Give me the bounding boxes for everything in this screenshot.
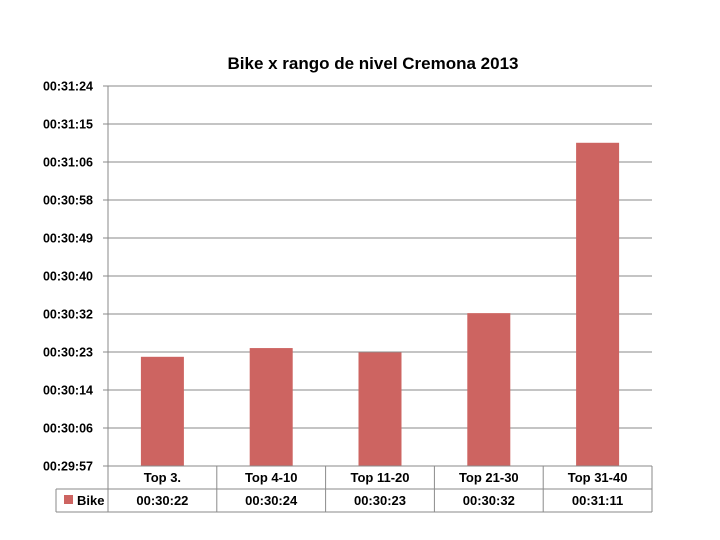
bar: [140, 356, 184, 466]
data-label: 00:30:23: [354, 493, 406, 508]
y-tick-label: 00:30:40: [43, 270, 93, 284]
data-label: 00:30:24: [245, 493, 298, 508]
legend-swatch: [64, 495, 73, 504]
x-category-label: Top 4-10: [245, 470, 298, 485]
y-tick-label: 00:31:06: [43, 156, 93, 170]
x-category-label: Top 31-40: [568, 470, 628, 485]
y-tick-label: 00:30:23: [43, 346, 93, 360]
y-tick-label: 00:30:49: [43, 232, 93, 246]
bar: [249, 348, 293, 466]
y-tick-label: 00:30:32: [43, 308, 93, 322]
chart-title: Bike x rango de nivel Cremona 2013: [227, 54, 518, 73]
y-tick-label: 00:30:58: [43, 194, 93, 208]
bars: [140, 142, 620, 466]
y-tick-label: 00:29:57: [43, 460, 93, 474]
y-tick-label: 00:31:24: [43, 80, 93, 94]
bar: [467, 313, 511, 466]
data-label: 00:31:11: [572, 493, 623, 508]
y-tick-label: 00:30:06: [43, 422, 93, 436]
bar: [358, 352, 402, 466]
x-category-label: Top 3.: [144, 470, 181, 485]
y-tick-label: 00:30:14: [43, 384, 93, 398]
bar: [576, 142, 620, 466]
x-category-label: Top 21-30: [459, 470, 519, 485]
y-axis-ticks: 00:29:57 00:30:06 00:30:14 00:30:23 00:30:32…: [43, 80, 93, 474]
x-category-label: Top 11-20: [350, 470, 409, 485]
data-label: 00:30:22: [136, 493, 188, 508]
legend-series-name: Bike: [77, 493, 104, 508]
data-table: Top 3. Top 4-10 Top 11-20 Top 21-30 Top 31-4…: [55, 465, 653, 513]
data-label: 00:30:32: [463, 493, 515, 508]
y-tick-label: 00:31:15: [43, 118, 93, 132]
